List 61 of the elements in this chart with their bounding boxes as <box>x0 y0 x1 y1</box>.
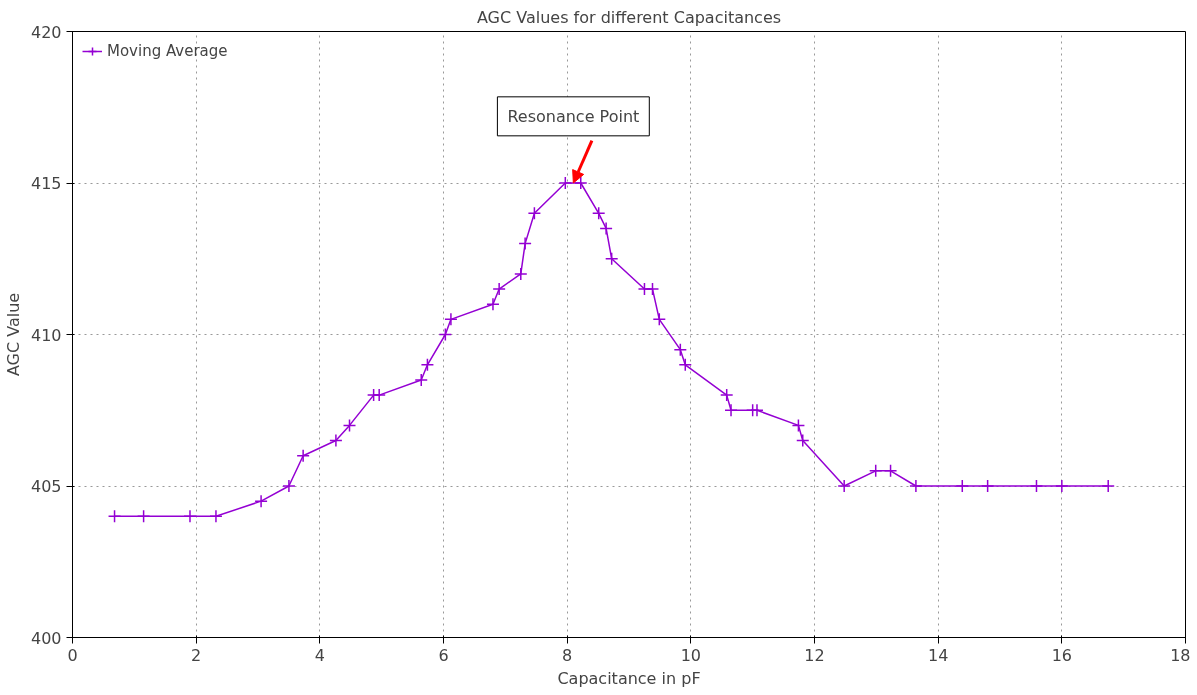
point <box>527 206 542 221</box>
point <box>837 479 851 493</box>
annotation: Resonance Point <box>507 106 640 126</box>
point <box>414 373 428 387</box>
point <box>1029 479 1044 493</box>
point <box>420 358 435 372</box>
x-tick-label: 6 <box>438 645 449 665</box>
point <box>107 509 122 524</box>
point <box>254 494 268 508</box>
point <box>750 403 764 417</box>
point <box>558 176 573 190</box>
point <box>909 479 923 493</box>
point <box>518 236 532 251</box>
point <box>209 509 223 524</box>
point <box>342 418 357 433</box>
point <box>599 221 613 236</box>
chart-title: AGC Values for different Capacitances <box>476 7 782 27</box>
point <box>604 252 619 266</box>
point <box>372 388 386 402</box>
y-axis-title: AGC Value <box>3 292 23 377</box>
point <box>868 464 883 478</box>
point <box>444 312 458 327</box>
point <box>486 297 500 311</box>
x-tick-label: 16 <box>1051 645 1073 665</box>
point <box>955 479 970 493</box>
point <box>678 358 693 372</box>
y-tick-label: 415 <box>30 174 62 193</box>
point <box>796 433 810 448</box>
x-tick-label: 18 <box>1170 645 1191 665</box>
point <box>591 206 606 221</box>
legend-label: Moving Average <box>107 42 228 60</box>
point <box>645 282 660 296</box>
x-tick-label: 2 <box>191 645 202 665</box>
point <box>719 388 734 402</box>
point <box>282 479 296 493</box>
point <box>1055 479 1069 493</box>
point <box>492 282 506 296</box>
point <box>883 464 898 478</box>
x-tick-label: 4 <box>314 645 325 665</box>
point <box>136 509 151 524</box>
point <box>296 448 310 463</box>
point <box>329 433 343 448</box>
x-tick-label: 0 <box>67 645 78 665</box>
point <box>438 327 453 342</box>
y-tick-label: 400 <box>30 628 62 648</box>
x-tick-label: 10 <box>680 645 702 665</box>
point <box>574 176 588 190</box>
x-tick-label: 12 <box>804 645 825 665</box>
point <box>673 342 688 357</box>
point <box>980 479 995 493</box>
point <box>514 267 528 281</box>
x-tick-label: 8 <box>562 645 573 665</box>
y-tick-label: 410 <box>30 325 62 345</box>
x-axis-title: Capacitance in pF <box>557 668 701 688</box>
y-tick-label: 420 <box>30 22 62 42</box>
point <box>791 418 806 433</box>
point <box>724 403 738 417</box>
point <box>652 312 667 327</box>
y-tick-label: 405 <box>30 477 62 496</box>
x-tick-label: 14 <box>927 645 949 665</box>
point <box>1101 479 1115 493</box>
